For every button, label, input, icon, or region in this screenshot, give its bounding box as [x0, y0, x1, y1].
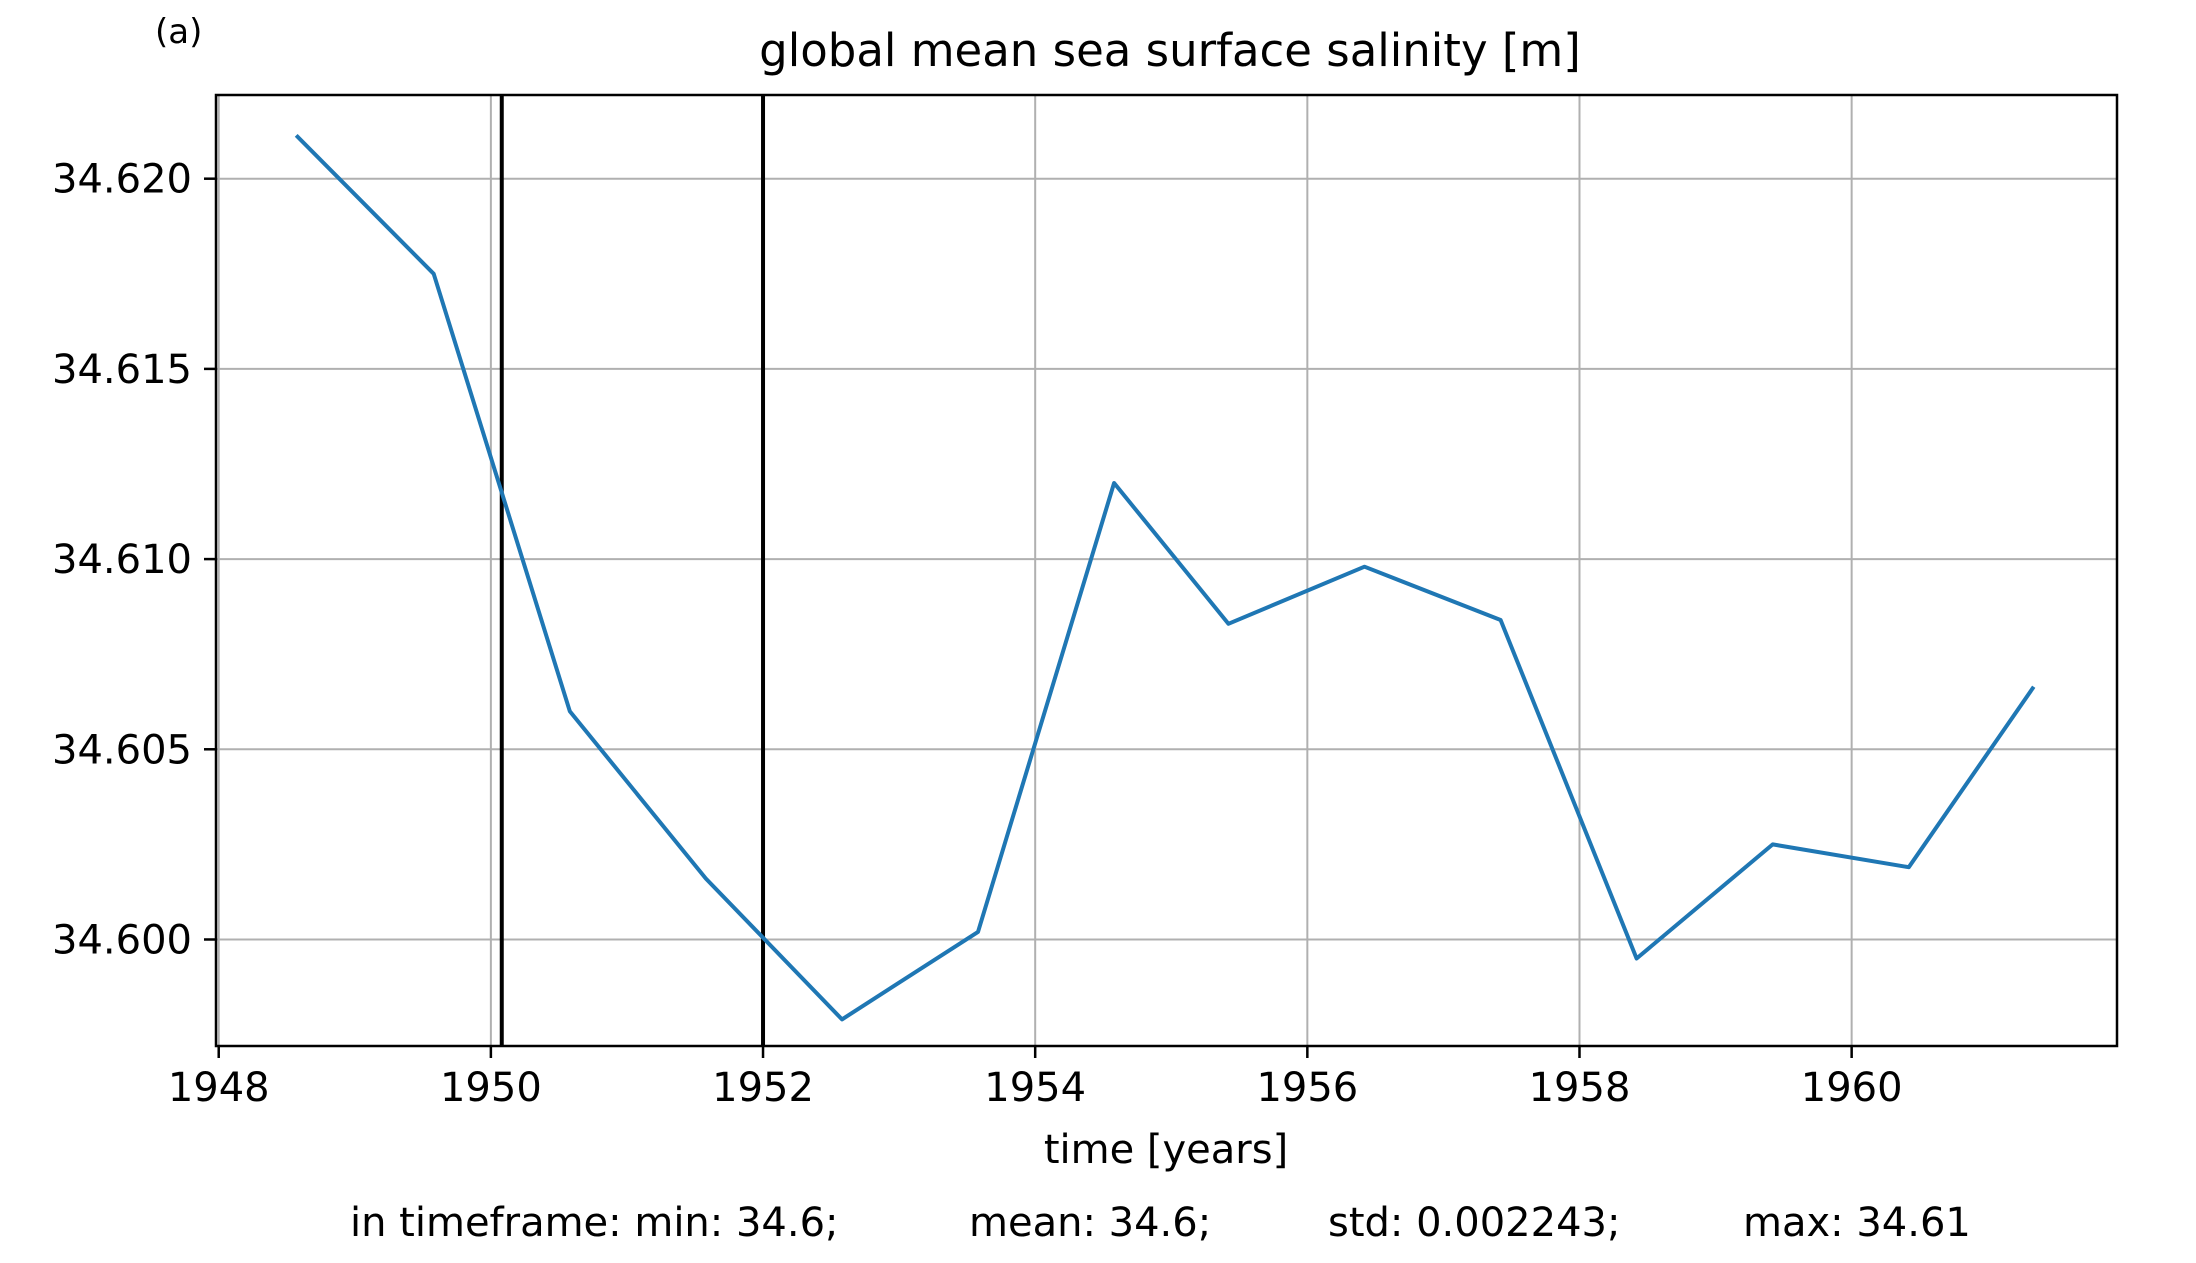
x-axis-ticks: 1948 1950 1952 1954 1956 1958 1960 [168, 1046, 1903, 1111]
y-tick-label: 34.615 [52, 347, 192, 393]
x-tick-label: 1958 [1529, 1065, 1631, 1111]
series-line [294, 133, 2036, 1022]
stat-mean: mean: 34.6; [969, 1200, 1212, 1246]
x-tick-label: 1950 [440, 1065, 542, 1111]
x-tick-label: 1960 [1801, 1065, 1903, 1111]
x-axis-label: time [years] [1044, 1127, 1288, 1173]
y-tick-label: 34.610 [52, 537, 192, 583]
y-tick-label: 34.620 [52, 157, 192, 203]
x-tick-label: 1952 [712, 1065, 814, 1111]
panel-label: (a) [155, 12, 203, 52]
stat-max: max: 34.61 [1743, 1200, 1971, 1246]
y-tick-label: 34.605 [52, 727, 192, 773]
stat-min: in timeframe: min: 34.6; [350, 1200, 839, 1246]
y-axis-ticks: 34.600 34.605 34.610 34.615 34.620 [52, 157, 216, 963]
plot-frame [214, 93, 2119, 1048]
x-tick-label: 1954 [984, 1065, 1086, 1111]
y-tick-label: 34.600 [52, 917, 192, 963]
x-tick-label: 1948 [168, 1065, 270, 1111]
stat-std: std: 0.002243; [1328, 1200, 1621, 1246]
chart-title: global mean sea surface salinity [m] [759, 24, 1581, 77]
vertical-markers [499, 95, 766, 1046]
series-group [294, 133, 2036, 1022]
x-tick-label: 1956 [1256, 1065, 1358, 1111]
